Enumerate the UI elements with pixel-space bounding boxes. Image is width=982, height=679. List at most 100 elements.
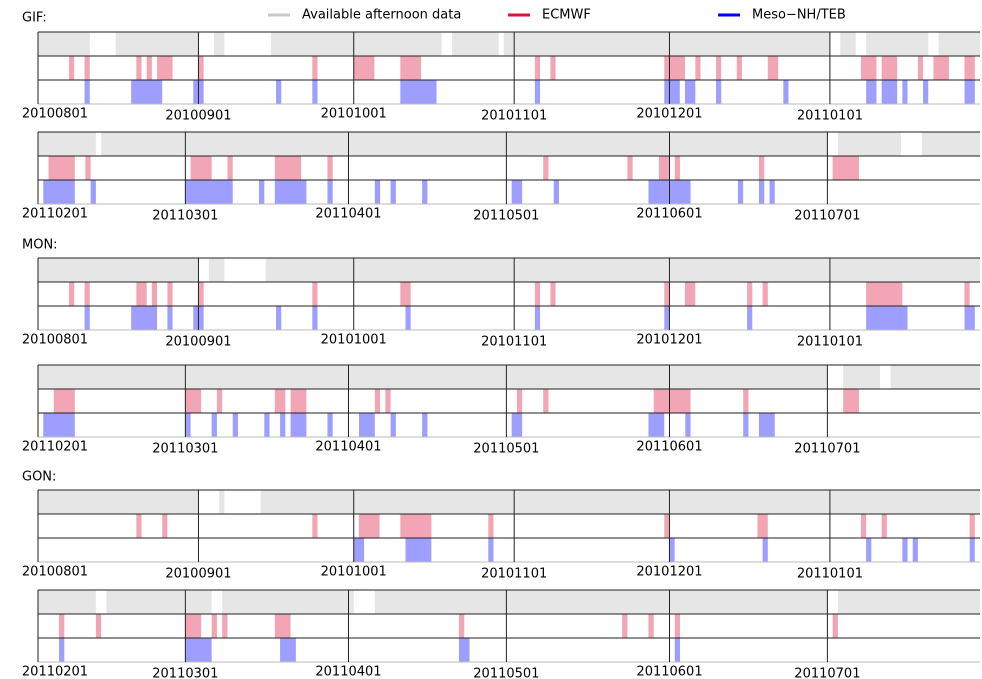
data-span — [43, 180, 75, 204]
data-span — [312, 56, 318, 80]
data-span — [167, 306, 173, 330]
data-span — [146, 56, 152, 80]
data-span — [684, 80, 696, 104]
data-span — [695, 56, 701, 80]
x-tick-label: 20110601 — [636, 207, 702, 222]
data-span — [38, 132, 96, 156]
x-tick-label: 20110201 — [22, 665, 88, 679]
data-span — [358, 514, 380, 538]
data-span — [232, 413, 238, 437]
data-span — [488, 538, 494, 562]
data-span — [216, 389, 223, 413]
data-span — [653, 389, 691, 413]
data-span — [758, 413, 775, 437]
data-span — [38, 590, 96, 614]
data-span — [511, 413, 523, 437]
x-tick-label: 20100901 — [165, 567, 231, 582]
data-span — [84, 56, 90, 80]
panel-label: GIF: — [22, 11, 47, 26]
data-span — [312, 306, 318, 330]
data-span — [534, 80, 541, 104]
x-tick-label: 20110301 — [152, 442, 218, 457]
x-tick-label: 20110601 — [636, 440, 702, 455]
data-span — [400, 80, 437, 104]
x-tick-label: 20110301 — [152, 667, 218, 679]
data-span — [274, 389, 286, 413]
data-span — [312, 80, 318, 104]
data-span — [374, 389, 381, 413]
data-span — [390, 180, 396, 204]
data-span — [222, 590, 354, 614]
data-span — [276, 306, 282, 330]
x-tick-label: 20110501 — [473, 442, 539, 457]
data-span — [917, 56, 924, 80]
data-span — [274, 614, 291, 638]
data-span — [866, 306, 908, 330]
x-tick-label: 20101201 — [636, 565, 702, 580]
data-span — [866, 282, 903, 306]
data-span — [503, 32, 830, 56]
data-span — [106, 590, 212, 614]
data-span — [553, 180, 559, 204]
data-span — [101, 132, 828, 156]
data-span — [488, 514, 494, 538]
x-tick-label: 20101001 — [321, 107, 387, 122]
data-span — [327, 180, 333, 204]
x-tick-label: 20110201 — [22, 207, 88, 222]
data-span — [219, 490, 225, 514]
data-span — [758, 156, 765, 180]
data-span — [860, 56, 877, 80]
data-span — [843, 365, 881, 389]
data-span — [84, 306, 90, 330]
data-span — [922, 132, 980, 156]
data-span — [747, 282, 753, 306]
data-span — [743, 389, 749, 413]
data-span — [48, 156, 75, 180]
data-span — [964, 56, 975, 80]
data-span — [115, 32, 199, 56]
data-span — [270, 32, 442, 56]
x-tick-label: 20100801 — [22, 107, 88, 122]
data-span — [543, 389, 549, 413]
data-span — [674, 156, 681, 180]
data-span — [400, 282, 411, 306]
panel-label: GON: — [22, 470, 56, 485]
data-span — [933, 56, 949, 80]
data-span — [400, 514, 432, 538]
data-span — [185, 389, 202, 413]
x-tick-label: 20101201 — [636, 107, 702, 122]
data-span — [684, 282, 696, 306]
data-span — [664, 306, 670, 330]
panel-label: MON: — [22, 238, 58, 253]
data-span — [151, 282, 158, 306]
data-span — [762, 538, 768, 562]
x-tick-label: 20101001 — [321, 565, 387, 580]
data-span — [327, 413, 333, 437]
data-span — [964, 306, 975, 330]
data-span — [866, 538, 872, 562]
data-span — [390, 413, 396, 437]
data-span — [737, 180, 744, 204]
x-tick-label: 20100901 — [165, 109, 231, 124]
x-tick-label: 20100901 — [165, 335, 231, 350]
legend-label: Meso−NH/TEB — [752, 8, 846, 23]
x-tick-label: 20100801 — [22, 565, 88, 580]
data-span — [969, 514, 975, 538]
data-span — [185, 638, 212, 662]
x-tick-label: 20110701 — [794, 209, 860, 224]
data-span — [385, 389, 391, 413]
data-span — [374, 590, 828, 614]
data-span — [881, 80, 898, 104]
data-span — [743, 413, 749, 437]
data-span — [881, 514, 887, 538]
data-span — [550, 56, 556, 80]
data-span — [141, 282, 147, 306]
data-span — [843, 389, 859, 413]
data-span — [832, 614, 838, 638]
data-span — [685, 413, 691, 437]
data-span — [84, 80, 90, 104]
data-span — [227, 156, 233, 180]
data-span — [290, 389, 307, 413]
data-span — [422, 413, 428, 437]
